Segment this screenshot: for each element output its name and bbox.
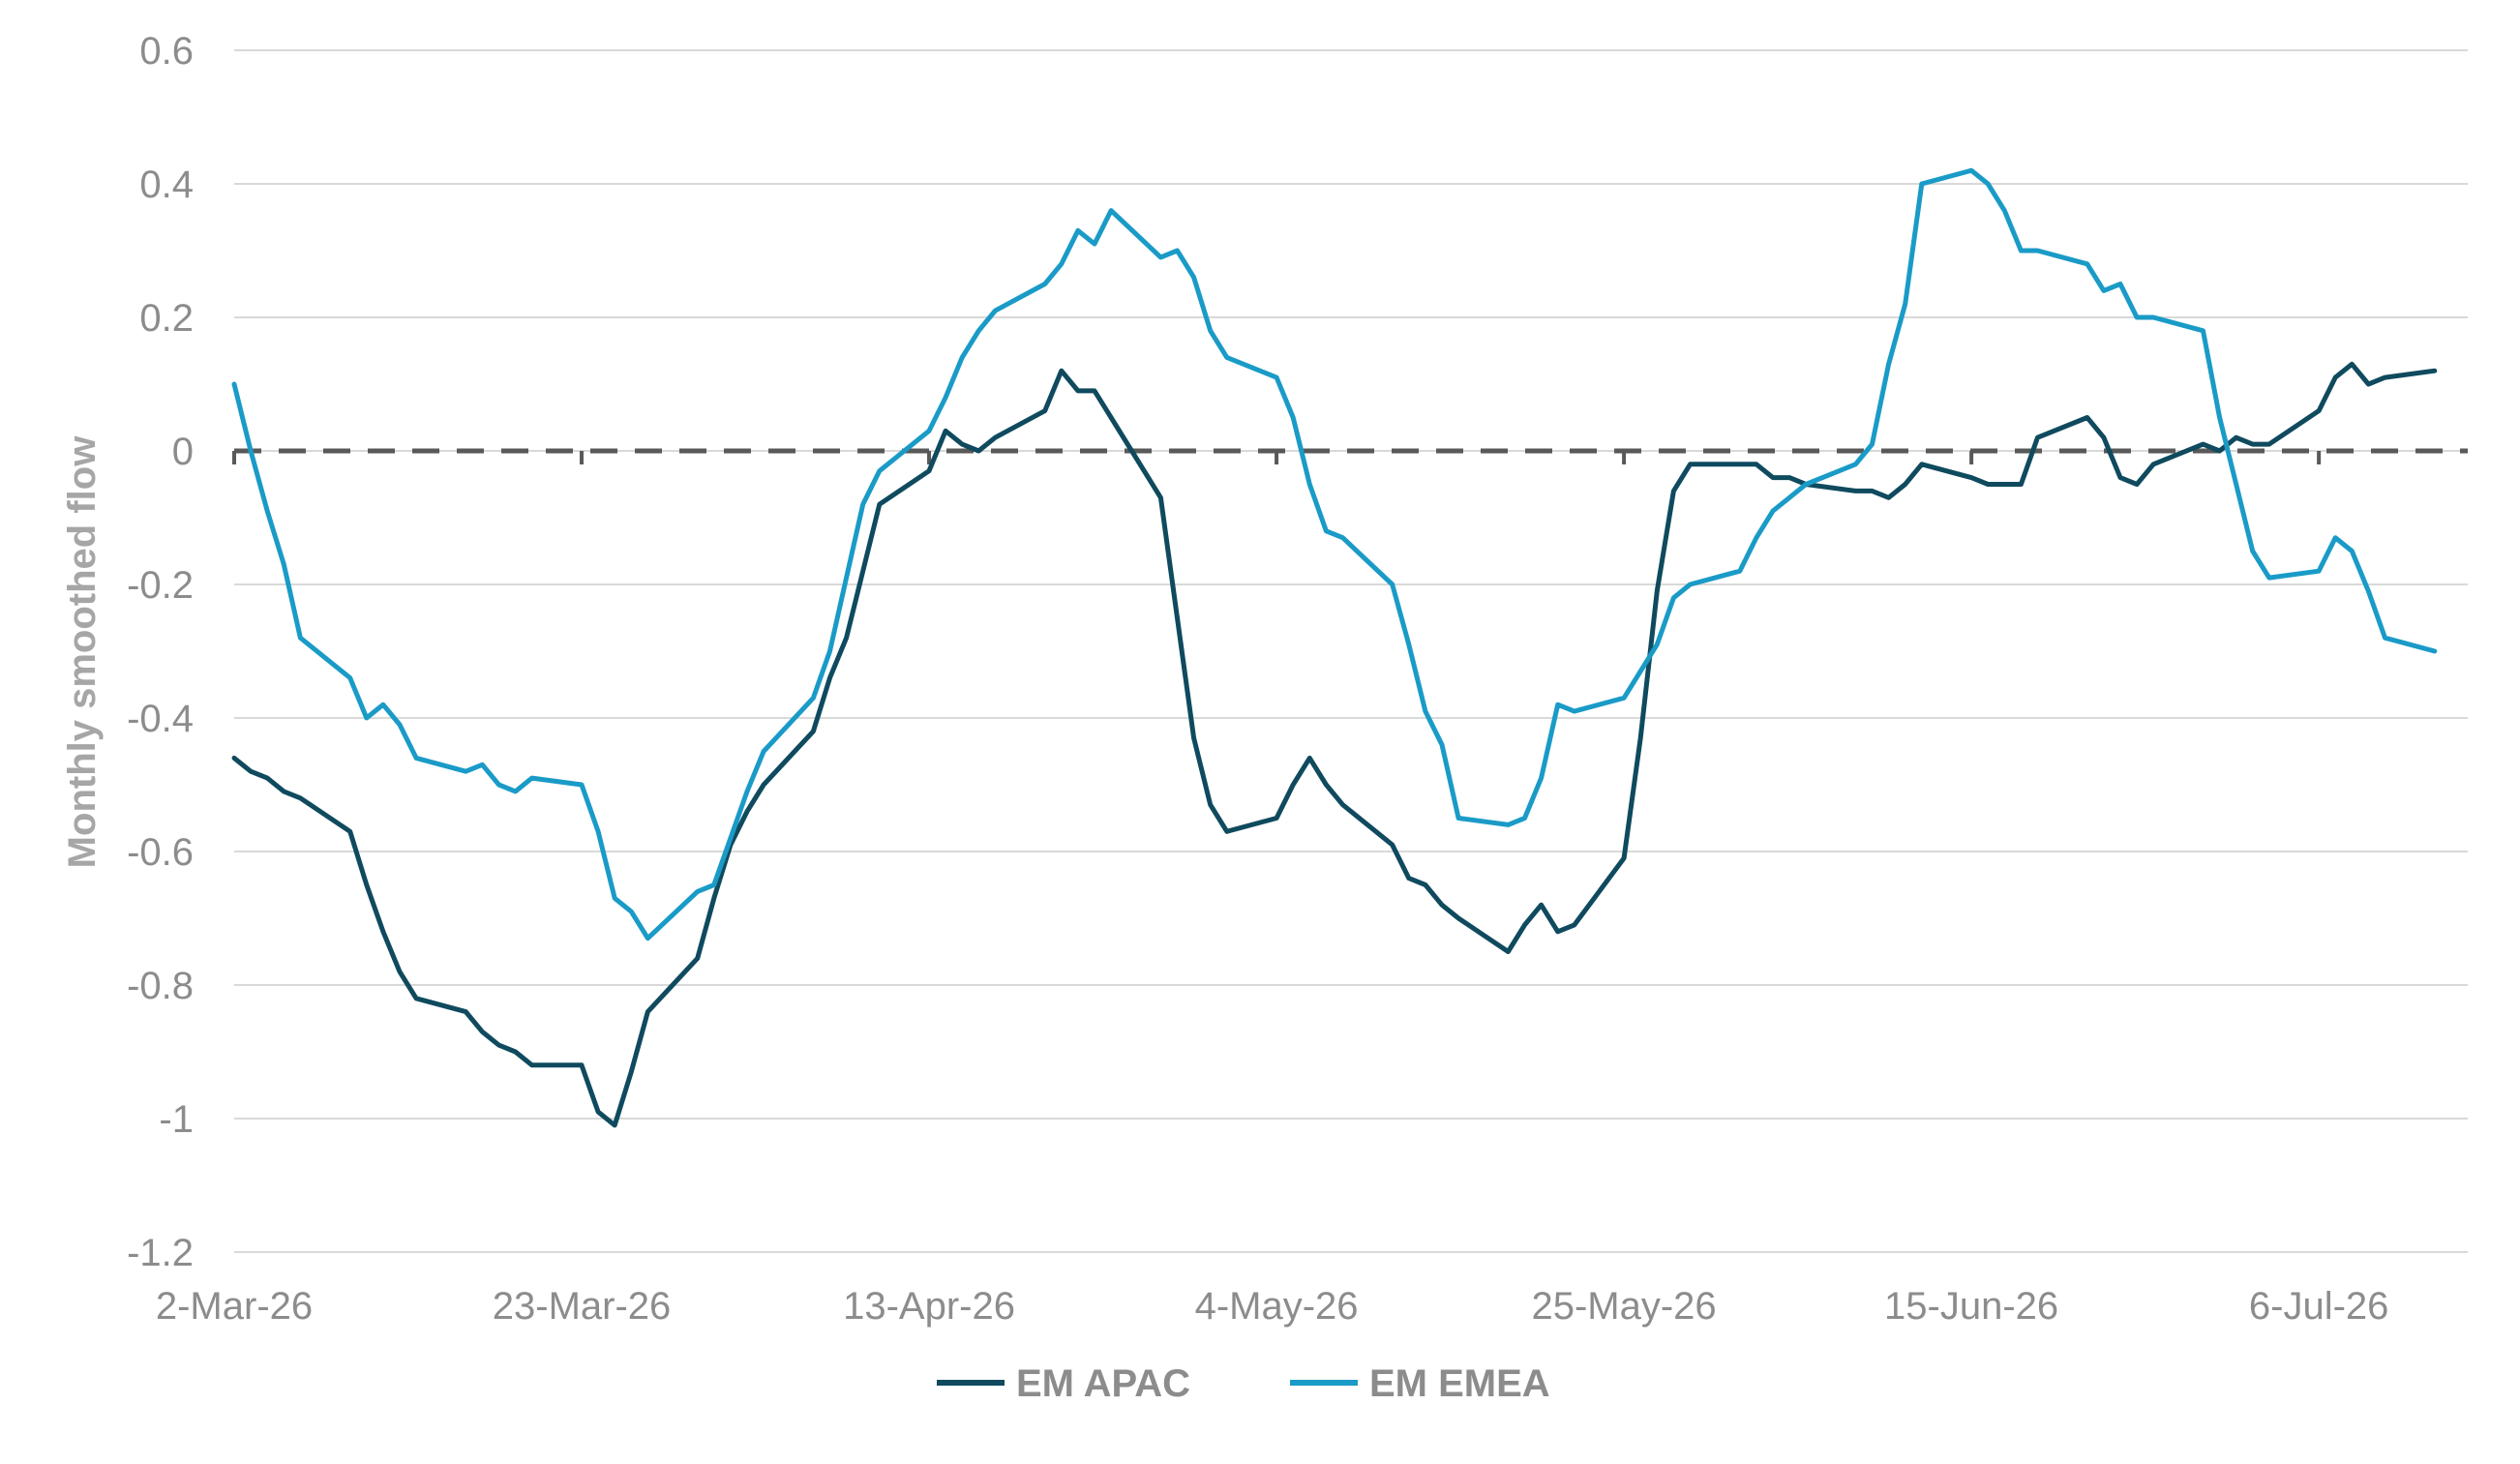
y-tick-label: -0.2 bbox=[127, 564, 194, 607]
zero-reference-line bbox=[232, 448, 2468, 464]
legend-label-em-apac: EM APAC bbox=[1016, 1362, 1190, 1405]
y-tick-label: -1 bbox=[159, 1098, 194, 1141]
legend: EM APAC EM EMEA bbox=[937, 1362, 1550, 1405]
x-tick-label: 4-May-26 bbox=[1195, 1285, 1359, 1328]
y-tick-label: 0.6 bbox=[139, 30, 194, 73]
y-tick-label: -0.8 bbox=[127, 965, 194, 1007]
x-tick-label: 6-Jul-26 bbox=[2249, 1285, 2389, 1328]
x-tick-label: 13-Apr-26 bbox=[843, 1285, 1015, 1328]
y-tick-label: -0.4 bbox=[127, 698, 194, 740]
series-line-em-apac bbox=[231, 361, 2438, 1128]
x-axis-tick-labels: 2-Mar-26 23-Mar-26 13-Apr-26 4-May-26 25-May… bbox=[156, 1285, 2389, 1328]
legend-label-em-emea: EM EMEA bbox=[1369, 1362, 1550, 1405]
y-tick-label: 0 bbox=[172, 431, 194, 473]
y-tick-label: 0.4 bbox=[139, 164, 194, 206]
gridlines bbox=[234, 49, 2468, 1253]
y-tick-label: 0.2 bbox=[139, 297, 194, 340]
y-tick-label: -1.2 bbox=[127, 1232, 194, 1274]
series-lines bbox=[231, 167, 2438, 1128]
y-axis-tick-labels: 0.6 0.4 0.2 0 -0.2 -0.4 -0.6 -0.8 -1 -1.2 bbox=[127, 30, 194, 1274]
x-tick-label: 23-Mar-26 bbox=[493, 1285, 672, 1328]
x-tick-label: 15-Jun-26 bbox=[1884, 1285, 2058, 1328]
series-line-em-emea bbox=[231, 167, 2438, 941]
x-tick-label: 25-May-26 bbox=[1531, 1285, 1716, 1328]
y-tick-label: -0.6 bbox=[127, 831, 194, 874]
y-axis-title: Monthly smoothed flow bbox=[61, 435, 104, 869]
x-tick-label: 2-Mar-26 bbox=[156, 1285, 313, 1328]
